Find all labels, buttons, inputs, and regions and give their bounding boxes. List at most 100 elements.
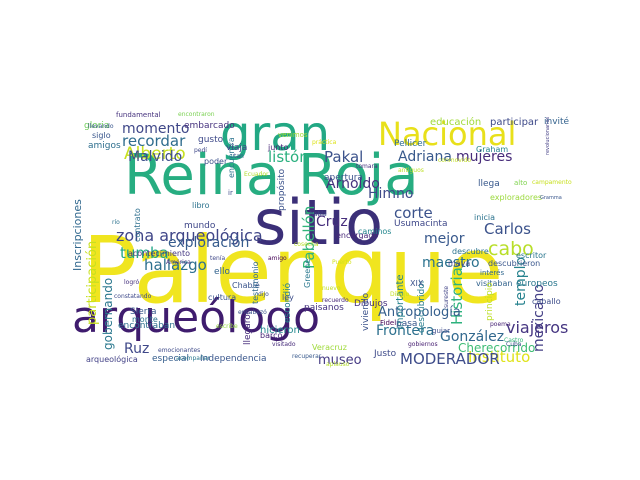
word-siglo: siglo — [92, 131, 111, 140]
word-gusto: gusto — [198, 135, 224, 145]
word-viaja: viaja — [226, 143, 248, 153]
word-puerto: Puerto — [332, 259, 352, 266]
word-encargado: encargado — [336, 231, 379, 240]
word-escritor: escritor — [516, 251, 547, 260]
word-europeos: europeos — [516, 279, 558, 289]
word-participar: participar — [490, 117, 539, 128]
word-viajeros: viajeros — [506, 318, 569, 337]
word-descubre: descubre — [452, 247, 489, 256]
word-poder: poder — [204, 157, 228, 166]
word-cultura: cultura — [208, 293, 237, 302]
word-zona-arqueologica: zona arqueológica — [116, 226, 263, 245]
word-mejor: mejor — [424, 231, 465, 247]
word-embarcado: embarcado — [184, 121, 235, 131]
word-especial: especial — [152, 354, 189, 364]
word-corte: corte — [394, 204, 433, 222]
word-escribe: escribe — [216, 323, 238, 330]
word-monte: monte — [132, 315, 158, 324]
word-junto: junto — [268, 143, 289, 152]
word-acompanar: acompañar — [176, 355, 210, 362]
word-aplauso: aplauso — [326, 361, 350, 368]
word-cruz: Cruz — [316, 214, 348, 230]
word-sierra: Sierra — [130, 307, 157, 317]
word-sitio: sitio — [254, 186, 383, 259]
word-pakal: Pakal — [324, 148, 364, 166]
word-arqueologo: arqueólogo — [72, 292, 321, 343]
word-encontraron: encontraron — [178, 111, 215, 118]
word-visitaban: visitaban — [476, 279, 513, 288]
word-recuerdo: recuerdo — [322, 297, 349, 304]
word-invite: invité — [544, 117, 570, 127]
word-pasa: pasa — [396, 319, 418, 329]
word-gramma: Gramma — [540, 195, 562, 201]
word-arnoldo: Arnoldo — [326, 176, 380, 192]
word-palenque: Palenque — [82, 217, 504, 324]
word-maestro: maestro — [422, 255, 480, 271]
word-amigos: amigos — [88, 141, 121, 151]
word-carlos: Carlos — [484, 220, 531, 238]
word-antiguos: antiguos — [398, 167, 424, 174]
word-graham: Graham — [476, 145, 509, 154]
word-cuba: Cuba — [506, 341, 522, 348]
word-gloria: gloria — [84, 121, 110, 131]
word-cabo: cabo — [488, 238, 534, 260]
word-ruz: Ruz — [124, 341, 150, 357]
word-proposito: propósito — [277, 168, 287, 211]
word-maya: maya — [448, 259, 471, 268]
word-constatando: constatando — [114, 293, 152, 300]
word-tumba: tumba — [120, 244, 169, 262]
word-moderador: MODERADOR — [400, 350, 500, 368]
word-habla: habla — [310, 211, 327, 218]
word-ley: ley — [282, 293, 294, 302]
word-llega: llega — [478, 179, 500, 189]
word-cosecha: cosecha — [294, 241, 319, 248]
word-frontera: Frontera — [376, 323, 435, 339]
word-alberto: Alberto — [124, 144, 186, 164]
word-sureste: sureste — [443, 285, 450, 308]
word-fundamental: fundamental — [116, 111, 161, 119]
word-dijo: dijo — [258, 291, 269, 298]
word-exploradores: exploradores — [490, 193, 543, 202]
word-participacion: participación — [85, 240, 100, 325]
word-adriana: Adriana — [398, 149, 452, 165]
word-cherecorrido: Cherecorrido — [458, 341, 536, 355]
word-contrato: contrato — [133, 208, 142, 242]
word-apertura: apertura — [324, 173, 363, 183]
word-liston: listón — [268, 148, 309, 166]
word-descubrieron: descubrieron — [488, 259, 541, 268]
word-fidel: Fidel — [380, 319, 397, 327]
word-hicieron: hicieron — [260, 325, 300, 336]
word-amigo: amigo — [268, 255, 287, 262]
word-cloud-canvas: Palenque Reina Roja sitio gran Nacional arque… — [72, 110, 588, 372]
word-interes: interés — [480, 269, 505, 277]
word-ello: ello — [214, 267, 231, 277]
word-gobiernos: gobiernos — [408, 341, 438, 348]
word-america: América — [166, 259, 191, 266]
word-libro: libro — [192, 201, 210, 210]
word-instituto: Instituto — [468, 348, 531, 366]
word-tomara: tomara — [356, 163, 378, 170]
word-alto: alto — [514, 179, 528, 187]
word-pedi: pedí — [194, 147, 207, 154]
word-greene: Greene — [303, 258, 312, 288]
word-reina-roja: Reina Roja — [124, 143, 419, 208]
word-independencia: Independencia — [200, 354, 267, 364]
word-recuperar: recuperar — [292, 353, 322, 360]
word-emocionantes: emocionantes — [158, 347, 201, 354]
word-mujeres: mujeres — [456, 149, 513, 165]
word-encontraban: encontraban — [118, 321, 176, 331]
word-guiar: guiar — [432, 327, 450, 335]
word-gonzalez: González — [440, 329, 505, 345]
word-logro: logró — [124, 279, 140, 286]
word-arqueologica: arqueológica — [86, 355, 138, 364]
word-antropologia: Antropología — [378, 305, 461, 320]
word-momento: momento — [122, 121, 190, 137]
word-caminos: caminos — [358, 227, 392, 236]
word-llevando: llevando — [88, 123, 114, 130]
word-revolucionarios: revolucionarios — [545, 116, 551, 155]
word-encabezo: encabezó — [238, 309, 267, 316]
word-escondio: escondió — [283, 282, 293, 323]
word-barco: barco — [260, 331, 283, 340]
word-paisanos: paisanos — [304, 303, 344, 313]
